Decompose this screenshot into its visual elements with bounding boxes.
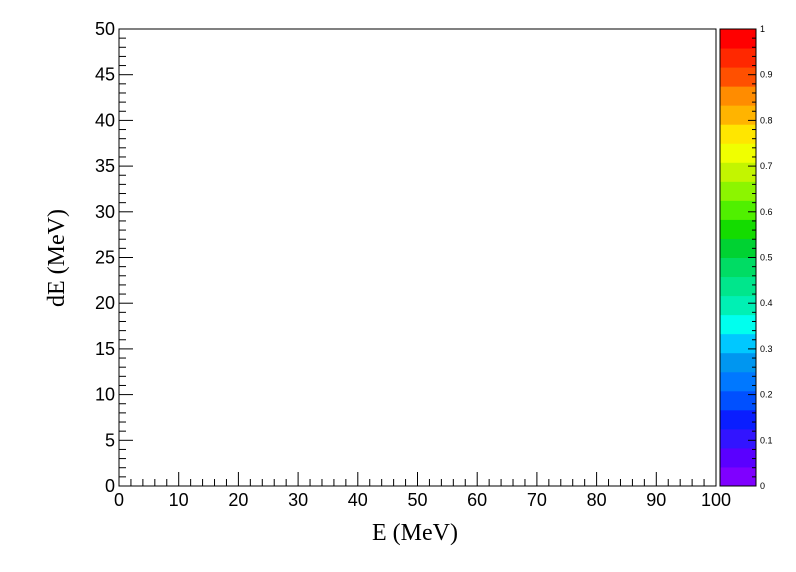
palette-band (720, 143, 756, 163)
palette-band (720, 162, 756, 182)
palette-band (720, 314, 756, 335)
x-tick-label: 60 (467, 490, 487, 510)
palette-tick-label: 0.4 (760, 298, 773, 308)
palette-tick-label: 1 (760, 24, 765, 34)
x-tick-label: 100 (701, 490, 731, 510)
palette-tick-label: 0.1 (760, 435, 773, 445)
palette-tick-label: 0.3 (760, 344, 773, 354)
y-tick-label: 30 (95, 202, 115, 222)
palette-tick-label: 0.5 (760, 253, 773, 263)
x-tick-label: 40 (348, 490, 368, 510)
palette-tick-label: 0.2 (760, 390, 773, 400)
x-tick-label: 90 (646, 490, 666, 510)
palette-band (720, 48, 756, 68)
palette-band (720, 295, 756, 316)
palette-tick-label: 0.8 (760, 115, 773, 125)
palette-tick-label: 0 (760, 481, 765, 491)
palette-band (720, 428, 756, 449)
y-axis-title: dE (MeV) (44, 209, 70, 307)
y-tick-label: 10 (95, 385, 115, 405)
y-tick-label: 45 (95, 65, 115, 85)
palette-tick-label: 0.6 (760, 207, 773, 217)
plot-frame (118, 28, 717, 487)
y-tick-label: 40 (95, 110, 115, 130)
y-tick-label: 35 (95, 156, 115, 176)
y-tick-label: 50 (95, 19, 115, 39)
y-tick-label: 25 (95, 248, 115, 268)
palette-band (720, 333, 756, 354)
palette-band (720, 181, 756, 201)
palette-band (720, 124, 756, 144)
y-tick-label: 0 (105, 476, 115, 496)
palette-band (720, 466, 756, 487)
y-tick-label: 5 (105, 430, 115, 450)
palette-band (720, 352, 756, 373)
x-tick-label: 10 (169, 490, 189, 510)
palette-band (720, 29, 756, 49)
y-tick-label: 20 (95, 293, 115, 313)
palette-band (720, 447, 756, 468)
palette-band (720, 238, 756, 258)
palette-tick-label: 0.7 (760, 161, 773, 171)
y-tick-label: 15 (95, 339, 115, 359)
x-tick-label: 20 (228, 490, 248, 510)
x-tick-label: 30 (288, 490, 308, 510)
palette-band (720, 409, 756, 430)
palette-band (720, 371, 756, 392)
palette-band (720, 276, 756, 297)
palette-band (720, 257, 756, 278)
palette-band (720, 86, 756, 106)
palette-band (720, 105, 756, 125)
x-tick-label: 70 (527, 490, 547, 510)
x-tick-label: 80 (587, 490, 607, 510)
palette-band (720, 200, 756, 220)
palette-tick-label: 0.9 (760, 70, 773, 80)
x-tick-label: 50 (407, 490, 427, 510)
palette-band (720, 390, 756, 411)
x-tick-label: 0 (114, 490, 124, 510)
palette-band (720, 219, 756, 239)
x-axis-title: E (MeV) (372, 520, 458, 546)
palette-band (720, 67, 756, 87)
